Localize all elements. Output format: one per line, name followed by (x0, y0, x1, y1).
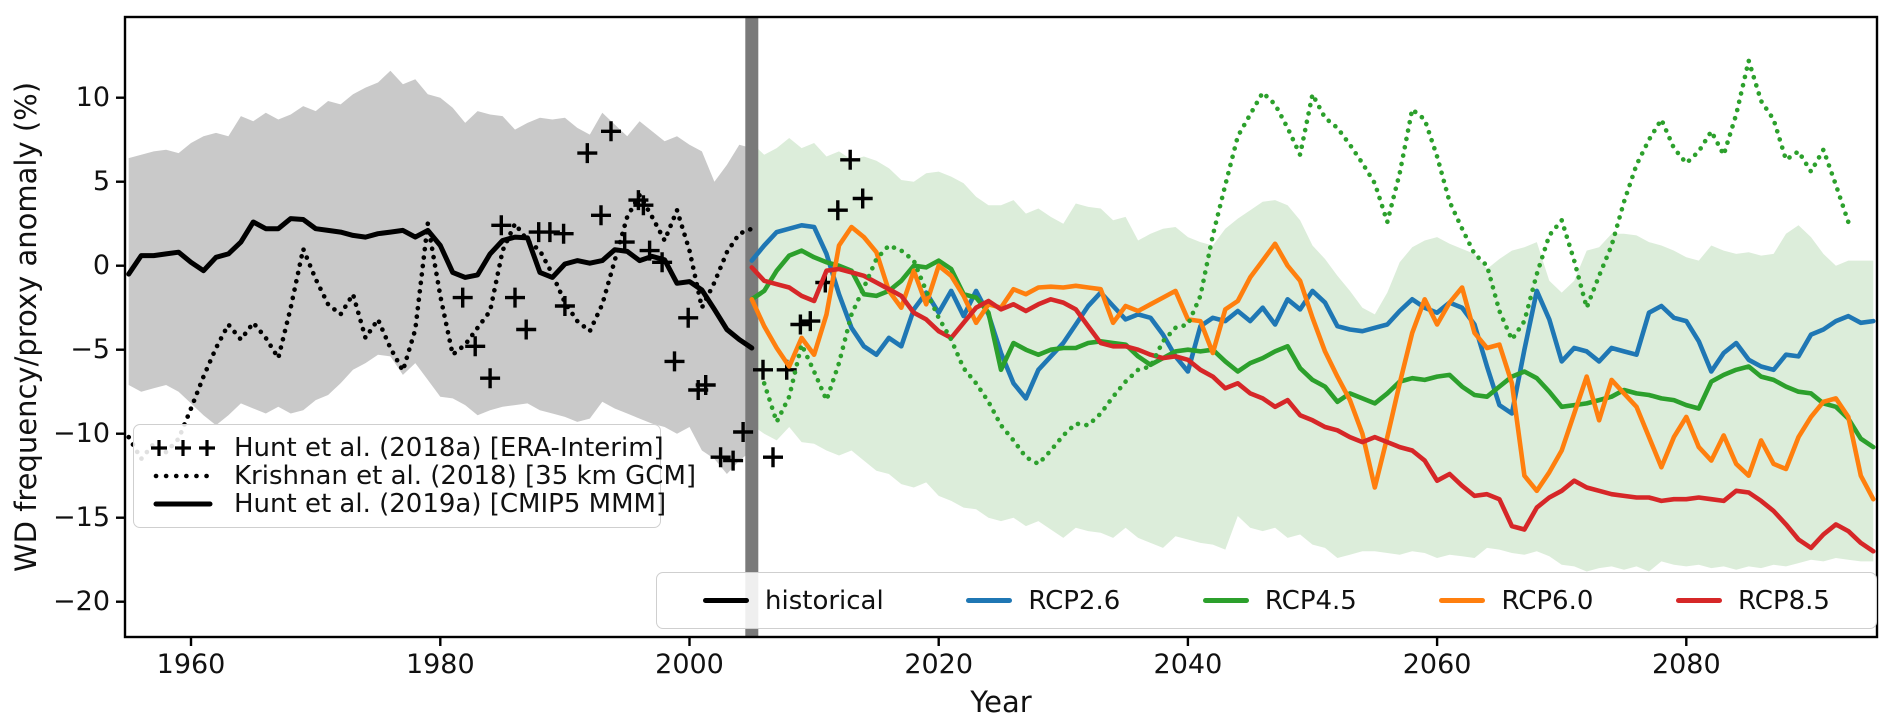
legend-scenarios: historical RCP2.6 RCP4.5 RCP6.0 RCP8.5 (656, 572, 1877, 629)
legend-row-krishnan: Krishnan et al. (2018) [35 km GCM] (146, 462, 696, 490)
rcp45-line-swatch (1202, 597, 1249, 604)
historical-line-swatch (703, 597, 749, 604)
rcp45-line (749, 248, 1876, 450)
legend-label-rcp45: RCP4.5 (1264, 585, 1357, 616)
solid-line-icon (146, 492, 220, 516)
dotted-line-icon (146, 464, 220, 488)
x-tick-label: 2060 (1403, 649, 1472, 680)
x-tick-label: 2000 (655, 649, 724, 680)
legend-label-era-interim: Hunt et al. (2018a) [ERA-Interim] (234, 433, 664, 463)
y-tick-label: −10 (53, 418, 110, 449)
legend-models: Hunt et al. (2018a) [ERA-Interim] Krishn… (133, 424, 696, 528)
legend-label-historical: historical (765, 585, 884, 616)
plot-frame (123, 15, 1879, 639)
rcp60-line (749, 224, 1876, 502)
plus-markers-icon (146, 436, 220, 460)
x-tick-label: 2020 (904, 649, 973, 680)
y-tick-label: −5 (70, 334, 110, 365)
legend-label-krishnan: Krishnan et al. (2018) [35 km GCM] (234, 461, 697, 491)
y-axis-label: WD frequency/proxy anomaly (%) (9, 82, 43, 572)
x-tick-label: 1980 (406, 649, 475, 680)
y-tick-label: −20 (53, 586, 110, 617)
y-tick-label: 5 (93, 166, 110, 197)
rcp85-line (749, 265, 1876, 554)
legend-label-rcp26: RCP2.6 (1028, 585, 1121, 616)
rcp60-line-swatch (1439, 597, 1486, 604)
y-tick-label: 0 (93, 250, 110, 281)
legend-item-rcp26: RCP2.6 (966, 588, 1120, 614)
rcp-spread-band (751, 138, 1874, 572)
x-tick-label: 2040 (1154, 649, 1223, 680)
x-tick-label: 1960 (157, 649, 226, 680)
y-tick-label: −15 (53, 502, 110, 533)
legend-item-rcp60: RCP6.0 (1439, 588, 1593, 614)
legend-row-era-interim: Hunt et al. (2018a) [ERA-Interim] (146, 434, 664, 462)
legend-item-historical: historical (703, 588, 884, 614)
legend-label-rcp60: RCP6.0 (1501, 585, 1594, 616)
legend-item-rcp45: RCP4.5 (1202, 585, 1357, 616)
divider-2005-bar (745, 17, 759, 637)
krishnan-hist-dotted (126, 192, 755, 462)
rcp85-line-swatch (1676, 597, 1723, 604)
legend-label-cmip5-mmm: Hunt et al. (2019a) [CMIP5 MMM] (234, 489, 667, 519)
rcp26-line (749, 223, 1876, 416)
era-interim-crosses (452, 121, 873, 471)
x-axis-label: Year (969, 685, 1031, 719)
rcp26-line-swatch (966, 597, 1013, 604)
legend-item-rcp85: RCP8.5 (1676, 588, 1830, 614)
legend-label-rcp85: RCP8.5 (1738, 585, 1830, 616)
cmip5-hist-spread-band (128, 70, 752, 475)
x-tick-label: 2080 (1652, 649, 1721, 680)
y-tick-label: 10 (76, 82, 110, 113)
legend-row-cmip5-mmm: Hunt et al. (2019a) [CMIP5 MMM] (146, 490, 666, 518)
